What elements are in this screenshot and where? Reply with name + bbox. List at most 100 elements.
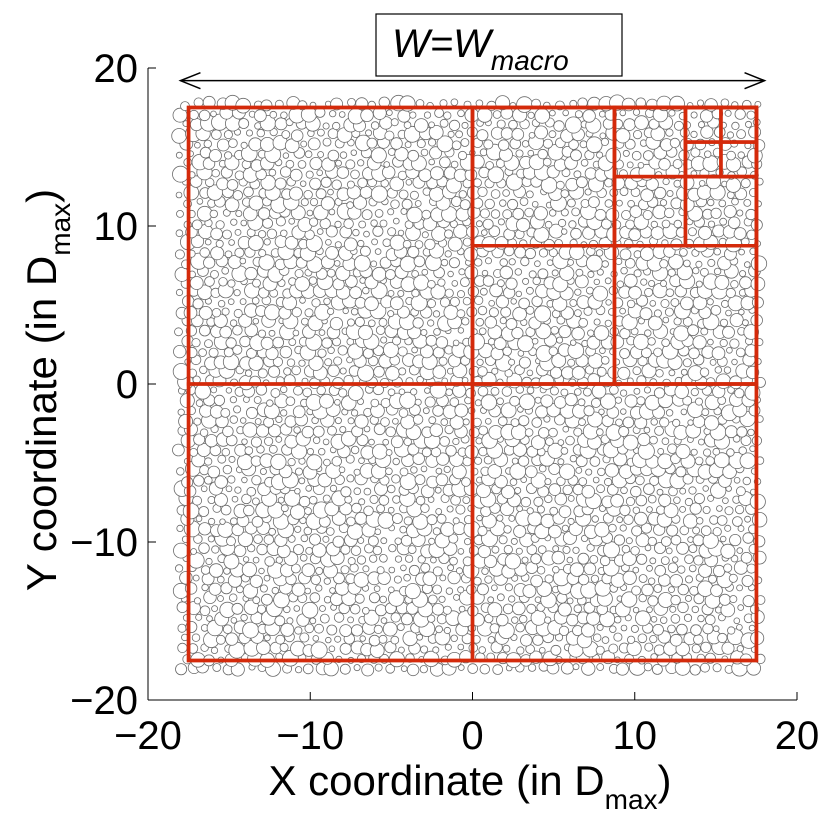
- particle: [476, 514, 483, 522]
- particle: [729, 338, 740, 349]
- particle: [350, 545, 362, 556]
- particle: [379, 219, 388, 228]
- particle: [174, 249, 185, 260]
- particle: [387, 388, 396, 397]
- particle: [412, 452, 425, 465]
- particle: [500, 127, 514, 140]
- particle: [294, 268, 304, 278]
- particle: [657, 453, 673, 470]
- particle: [260, 336, 274, 350]
- particle: [473, 576, 482, 586]
- particle: [570, 227, 582, 240]
- particle: [320, 176, 332, 188]
- particle: [373, 624, 383, 635]
- particle: [468, 427, 480, 439]
- particle: [374, 528, 382, 536]
- particle: [749, 445, 756, 453]
- particle: [561, 524, 570, 532]
- particle: [598, 408, 605, 415]
- particle: [463, 247, 478, 262]
- particle: [347, 616, 355, 624]
- particle: [225, 632, 239, 646]
- particle: [208, 517, 216, 526]
- particle: [673, 496, 681, 504]
- particle: [283, 367, 292, 376]
- particle: [198, 109, 211, 122]
- particle: [720, 535, 727, 543]
- particle: [545, 437, 554, 446]
- particle: [528, 270, 537, 279]
- particle: [697, 99, 705, 107]
- particle: [308, 495, 318, 505]
- particle: [534, 596, 542, 603]
- particle: [458, 605, 466, 613]
- particle: [700, 125, 714, 139]
- particle: [272, 356, 283, 367]
- particle: [279, 642, 289, 652]
- particle: [481, 567, 489, 575]
- particle: [427, 138, 437, 147]
- particle: [514, 268, 522, 276]
- particle: [210, 110, 217, 118]
- particle: [516, 505, 523, 513]
- particle: [668, 254, 684, 270]
- particle: [734, 108, 746, 120]
- particle: [742, 476, 751, 486]
- particle: [222, 425, 234, 438]
- particle: [626, 640, 642, 657]
- particle: [633, 269, 642, 278]
- particle: [253, 396, 262, 404]
- particle: [326, 624, 338, 636]
- particle: [409, 111, 417, 119]
- particle: [432, 584, 443, 595]
- particle: [439, 297, 451, 308]
- particle: [322, 535, 330, 543]
- particle: [311, 298, 321, 308]
- particle: [640, 278, 648, 286]
- particle: [258, 254, 275, 271]
- particle: [421, 268, 429, 276]
- particle: [714, 366, 722, 374]
- particle: [475, 317, 485, 327]
- particle: [668, 109, 676, 117]
- particle: [689, 585, 699, 596]
- particle: [565, 435, 575, 446]
- particle: [737, 151, 745, 159]
- particle: [477, 526, 488, 537]
- particle: [217, 521, 234, 538]
- particle: [649, 475, 660, 486]
- particle: [266, 399, 274, 407]
- particle: [736, 426, 748, 438]
- particle: [396, 623, 405, 631]
- particle: [443, 304, 459, 320]
- particle: [621, 209, 632, 220]
- particle: [204, 457, 213, 466]
- particle: [601, 218, 612, 230]
- particle: [226, 536, 236, 547]
- particle: [176, 467, 185, 476]
- particle: [666, 524, 679, 537]
- particle: [304, 623, 315, 634]
- particle: [451, 280, 459, 287]
- particle: [386, 109, 393, 116]
- particle: [571, 326, 585, 341]
- particle: [702, 448, 712, 457]
- particle: [457, 150, 468, 161]
- particle: [623, 514, 634, 525]
- particle: [726, 131, 735, 139]
- particle: [637, 162, 645, 169]
- particle: [728, 573, 738, 583]
- particle: [241, 476, 248, 484]
- particle: [619, 109, 627, 117]
- particle: [407, 245, 420, 258]
- particle: [339, 425, 347, 433]
- particle: [573, 388, 582, 396]
- particle: [745, 208, 757, 221]
- particle: [490, 209, 501, 219]
- particle: [241, 493, 252, 505]
- particle: [269, 110, 278, 119]
- particle: [726, 150, 736, 161]
- particle: [630, 546, 640, 556]
- particle-layer: [171, 94, 768, 677]
- particle: [641, 522, 653, 534]
